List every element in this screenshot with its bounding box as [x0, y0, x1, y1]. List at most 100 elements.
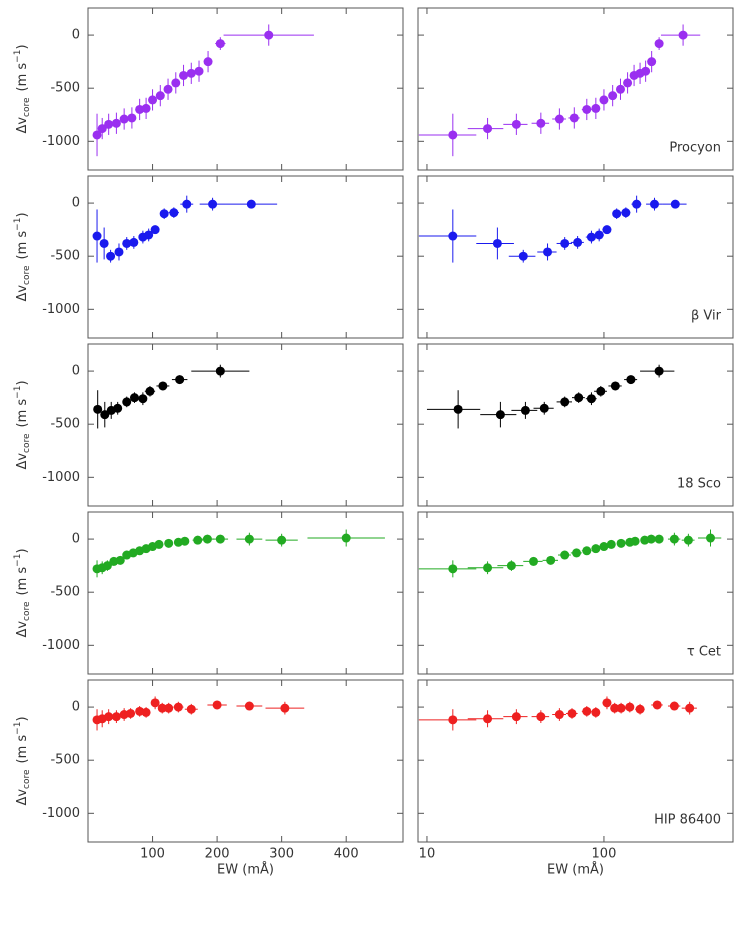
panel: [418, 696, 697, 731]
y-axis-label: Δvcore (m s−1): [13, 380, 32, 469]
y-tick-label: -1000: [42, 806, 80, 821]
y-axis-label-part: ): [15, 44, 30, 49]
panel-frame: [87, 511, 404, 675]
data-point: [115, 555, 125, 565]
y-axis-label-part: Δv: [15, 285, 30, 302]
data-point: [654, 534, 664, 544]
data-point: [539, 403, 549, 413]
data-point: [625, 702, 635, 712]
x-tick-label: 400: [334, 847, 359, 862]
y-tick-label: 0: [72, 364, 80, 379]
data-point: [163, 84, 173, 94]
data-point: [155, 91, 165, 101]
data-point: [129, 237, 139, 247]
y-axis-label-part: ): [15, 380, 30, 385]
y-axis-label-part: core: [22, 433, 32, 453]
y-tick-label: -1000: [42, 638, 80, 653]
panel: [93, 364, 250, 429]
data-point: [141, 103, 151, 113]
data-point: [623, 78, 633, 88]
data-point: [104, 712, 114, 722]
data-point: [158, 381, 168, 391]
panel-frame: [87, 175, 404, 339]
data-point: [572, 548, 582, 558]
data-point: [202, 534, 212, 544]
y-axis-label-part: −1: [13, 554, 23, 567]
data-point: [591, 103, 601, 113]
y-tick-label: 0: [72, 700, 80, 715]
y-axis-label-part: ): [15, 716, 30, 721]
data-point: [599, 542, 609, 552]
data-point: [529, 556, 539, 566]
data-point: [122, 238, 132, 248]
y-axis-label-part: −1: [13, 50, 23, 63]
data-point: [615, 84, 625, 94]
x-axis-label: EW (mÅ): [547, 862, 604, 878]
data-point: [173, 702, 183, 712]
data-point: [520, 405, 530, 415]
panel-frame: [87, 7, 404, 171]
y-axis-label-part: (m s: [15, 63, 30, 92]
panel-frame: [87, 343, 404, 507]
data-point: [560, 238, 570, 248]
x-tick-label: 100: [592, 847, 617, 862]
data-point: [685, 703, 695, 713]
data-point: [554, 114, 564, 124]
data-point: [280, 703, 290, 713]
data-point: [169, 208, 179, 218]
data-point: [111, 712, 121, 722]
data-point: [630, 536, 640, 546]
y-axis-label-part: (m s: [15, 567, 30, 596]
data-point: [179, 70, 189, 80]
y-axis-label-part: core: [22, 769, 32, 789]
data-point: [582, 706, 592, 716]
data-point: [92, 130, 102, 140]
panel-frame: [417, 175, 734, 339]
data-point: [678, 30, 688, 40]
y-tick-label: 0: [72, 532, 80, 547]
data-point: [483, 714, 493, 724]
data-point: [114, 247, 124, 257]
data-point: [164, 703, 174, 713]
data-point: [100, 410, 110, 420]
star-label: τ Cet: [687, 645, 721, 660]
data-point: [215, 39, 225, 49]
x-tick-label: 200: [205, 847, 230, 862]
data-point: [586, 232, 596, 242]
data-point: [626, 375, 636, 385]
data-point: [518, 251, 528, 261]
panel: [92, 696, 305, 731]
data-point: [608, 91, 618, 101]
data-point: [203, 57, 213, 67]
y-axis-label-part: Δv: [15, 789, 30, 806]
data-point: [246, 199, 256, 209]
y-axis-label-part: (m s: [15, 399, 30, 428]
data-point: [180, 536, 190, 546]
data-point: [492, 238, 502, 248]
panel: [92, 529, 385, 578]
data-point: [669, 701, 679, 711]
star-label: Procyon: [669, 141, 721, 156]
data-point: [215, 366, 225, 376]
data-point: [448, 130, 458, 140]
data-point: [159, 209, 169, 219]
y-tick-label: -500: [50, 81, 80, 96]
data-point: [654, 366, 664, 376]
data-point: [122, 397, 132, 407]
data-point: [616, 538, 626, 548]
y-axis-label-part: −1: [13, 722, 23, 735]
data-point: [569, 113, 579, 123]
data-point: [141, 707, 151, 717]
y-axis-label-part: (m s: [15, 231, 30, 260]
data-point: [586, 394, 596, 404]
panel-frame: [417, 343, 734, 507]
data-point: [194, 66, 204, 76]
y-tick-label: 0: [72, 196, 80, 211]
y-axis-label-part: Δv: [15, 453, 30, 470]
data-point: [536, 118, 546, 128]
y-axis-label-part: Δv: [15, 117, 30, 134]
y-tick-label: -1000: [42, 470, 80, 485]
data-point: [669, 534, 679, 544]
data-point: [127, 113, 137, 123]
data-point: [670, 199, 680, 209]
